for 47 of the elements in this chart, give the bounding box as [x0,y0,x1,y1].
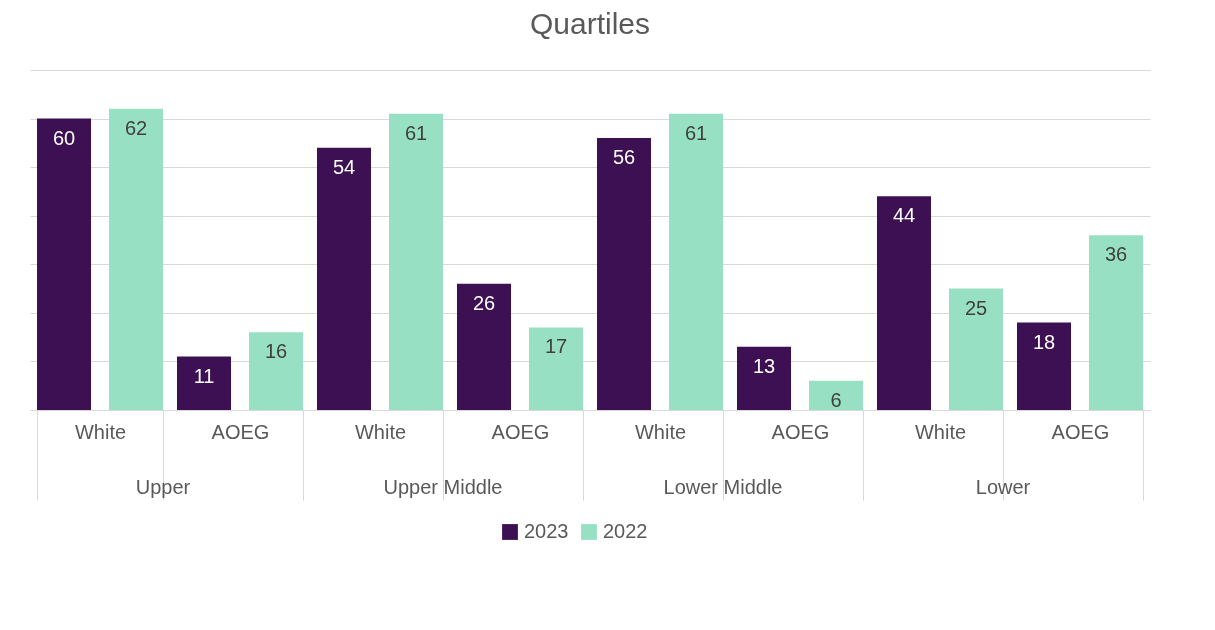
data-label: 18 [1032,330,1056,353]
text: Upper [135,476,191,498]
bar [809,380,863,410]
x-tick-label: White [914,420,967,443]
data-label: 54 [332,155,356,178]
bar [37,118,91,410]
data-label: 62 [124,116,148,139]
data-label: 13 [752,354,776,377]
x-tick-label: AOEG [1051,420,1110,443]
bar [737,346,791,410]
x-tick-label: White [354,420,407,443]
data-label: 44 [892,204,916,227]
bar [1089,235,1143,410]
text: Upper Middle [383,476,503,498]
legend-label: 2022 [603,520,648,542]
x-tick-label: AOEG [771,420,830,443]
text: Lower Middle [663,476,783,498]
data-label: 26 [472,291,496,314]
bar [249,332,303,410]
bar [877,196,931,410]
bar [109,108,163,410]
data-label: 36 [1104,243,1128,266]
bar [457,283,511,410]
text: Lower [975,476,1031,498]
x-tick-label: AOEG [211,420,270,443]
x-tick-label: White [634,420,687,443]
bar [1017,322,1071,410]
x-tick-label: AOEG [491,420,550,443]
data-label: 61 [684,121,708,144]
data-label: 61 [404,121,428,144]
bar [669,113,723,410]
data-label: 16 [264,340,288,363]
data-label: 25 [964,296,988,319]
x-tick-label: White [74,420,127,443]
data-label: 17 [544,335,568,358]
data-label: 11 [193,364,215,387]
bar [177,356,231,410]
bar [597,138,651,410]
legend-label: 2023 [524,520,569,542]
data-label: 56 [612,146,636,168]
bar [529,327,583,410]
data-label: 6 [830,388,842,411]
bar [949,288,1003,410]
chart-title: Quartiles [529,7,651,40]
bar [389,113,443,410]
data-label: 60 [52,126,76,149]
bar [317,147,371,410]
